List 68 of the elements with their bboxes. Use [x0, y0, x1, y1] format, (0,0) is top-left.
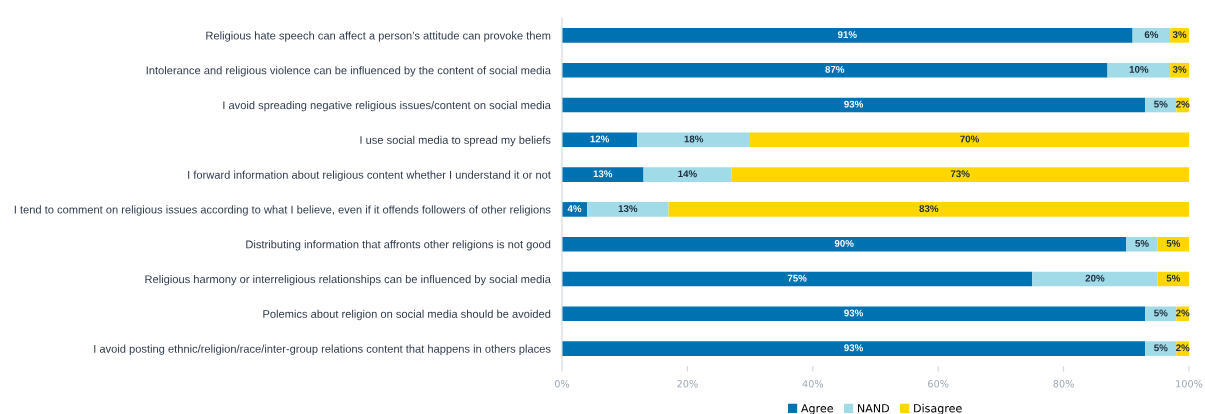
y-tick-label: Religious hate speech can affect a person’s attitude can provoke them — [206, 31, 551, 42]
bar — [562, 62, 1108, 78]
data-label: 93% — [844, 309, 864, 317]
legend-label: NAND — [857, 404, 890, 413]
bar — [562, 167, 644, 182]
y-tick-label: I use social media to spread my beliefs — [360, 135, 551, 147]
bar — [1145, 306, 1177, 322]
x-tick-label: 100% — [1176, 380, 1203, 388]
data-label: 5% — [1154, 344, 1168, 352]
data-label: 5% — [1135, 239, 1149, 247]
bar — [562, 271, 1033, 287]
x-tick-label: 60% — [928, 380, 949, 388]
data-label: 6% — [1144, 31, 1159, 39]
data-label: 14% — [678, 170, 697, 178]
data-label: 75% — [787, 274, 807, 282]
bar — [643, 167, 732, 182]
data-label: 90% — [834, 239, 854, 247]
legend-label: Disagree — [914, 403, 962, 414]
data-label: 93% — [844, 344, 864, 352]
data-label: 12% — [590, 135, 610, 143]
y-tick-label: I avoid posting ethnic/religion/race/inter-group relations content that happens in others places — [94, 344, 551, 355]
bar — [1157, 236, 1189, 252]
y-tick-label: Intolerance and religious violence can be influenced by the content of social media — [146, 66, 551, 77]
data-label: 91% — [837, 31, 857, 39]
data-label: 4% — [567, 205, 582, 212]
bar — [637, 132, 751, 148]
data-label: 83% — [919, 205, 939, 213]
data-label: 93% — [844, 100, 864, 108]
data-label: 18% — [684, 135, 704, 143]
y-tick-label: I tend to comment on religious issues according to what I believe, even if it offends followers of other religions — [14, 205, 551, 216]
bar — [1032, 271, 1158, 287]
bar — [562, 132, 638, 148]
bar — [750, 132, 1189, 148]
data-label: 13% — [593, 170, 613, 178]
bar — [562, 306, 1146, 322]
data-label: 20% — [1085, 274, 1105, 282]
data-label: 3% — [1172, 65, 1187, 73]
bar — [562, 236, 1127, 252]
bar — [1145, 341, 1177, 356]
x-tick-label: 40% — [802, 380, 824, 388]
x-tick-label: 0% — [554, 380, 570, 388]
x-tick-label: 20% — [677, 380, 698, 388]
data-label: 87% — [825, 65, 845, 73]
y-tick-label: Religious harmony or interreligious relationships can be influenced by social media — [145, 274, 551, 286]
bar — [562, 341, 1146, 356]
bar — [731, 167, 1189, 182]
legend-label: Agree — [801, 404, 833, 414]
bar — [562, 28, 1133, 43]
x-tick-label: 80% — [1053, 380, 1074, 388]
data-label: 70% — [960, 135, 980, 143]
data-label: 3% — [1172, 31, 1187, 39]
data-label: 10% — [1129, 65, 1149, 73]
bar — [1126, 236, 1158, 252]
y-tick-label: Distributing information that affronts other religions is not good — [246, 240, 551, 251]
data-label: 5% — [1154, 309, 1168, 317]
bar — [1132, 28, 1171, 43]
y-tick-label: I forward information about religious content whether I understand it or not — [188, 170, 551, 181]
y-tick-label: I avoid spreading negative religious issues/content on social media — [223, 100, 551, 112]
data-label: 13% — [618, 205, 638, 213]
bar — [1107, 62, 1171, 78]
data-label: 73% — [950, 170, 970, 178]
y-tick-label: Polemics about religion on social media should be avoided — [263, 309, 551, 321]
bar — [562, 97, 1146, 113]
data-label: 5% — [1166, 239, 1181, 247]
data-label: 5% — [1154, 100, 1168, 108]
bar — [668, 202, 1189, 217]
data-label: 5% — [1166, 274, 1181, 282]
bar — [587, 202, 669, 217]
